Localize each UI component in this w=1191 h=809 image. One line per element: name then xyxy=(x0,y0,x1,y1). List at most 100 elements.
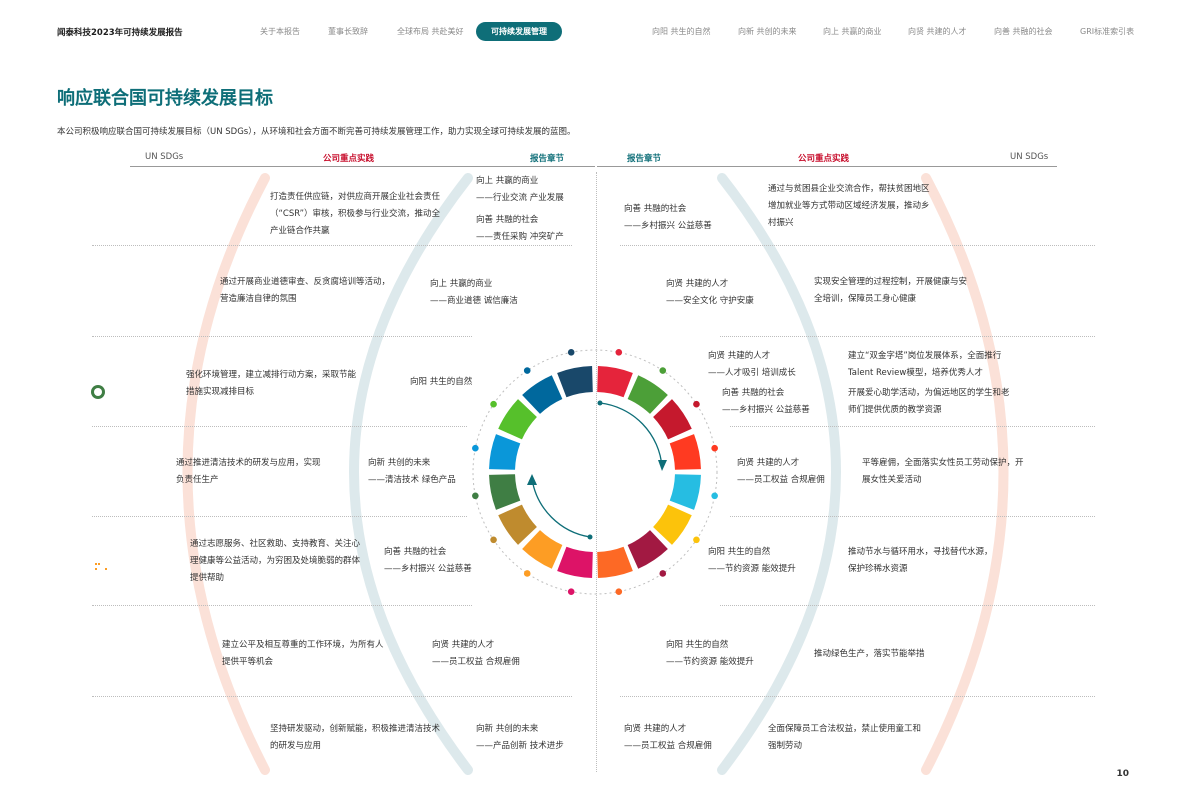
sdg-label: 减少不平等 xyxy=(113,631,137,636)
infinity-icon xyxy=(70,473,100,489)
wheel-dot xyxy=(693,536,700,544)
wheel-segment xyxy=(489,474,521,510)
top-navigation: 闻泰科技2023年可持续发展报告 关于本报告 董事长致辞 全球布局 共赴美好 可… xyxy=(0,0,1191,56)
eye-globe-icon xyxy=(83,385,113,399)
chapter-line: ——节约资源 能效提升 xyxy=(708,564,796,574)
wheel-dot xyxy=(490,400,497,408)
practice-text-sdg6: 推动节水与循环用水，寻找替代水源，保护珍稀水资源 xyxy=(848,547,993,574)
water-drop-icon xyxy=(1079,557,1105,585)
row-divider xyxy=(730,516,1095,517)
practice-text-sdg10: 建立公平及相互尊重的工作环境，为所有人提供平等机会 xyxy=(222,640,384,667)
practice-text-sdg17: 打造责任供应链，对供应商开展企业社会责任（“CSR”）审核，积极参与行业交流，推… xyxy=(270,192,441,236)
nav-nature[interactable]: 向阳 共生的自然 xyxy=(652,27,711,36)
practice-text-sdg8: 全面保障员工合法权益，禁止使用童工和强制劳动 xyxy=(768,724,922,751)
wheel-dot xyxy=(659,367,667,374)
chapter-line: 向善 共融的社会 xyxy=(384,547,447,557)
chapter-ref-sdg5: 向贤 共建的人才 ——员工权益 合规雇佣 xyxy=(737,455,825,489)
wheel-segment xyxy=(522,375,563,414)
sdg-number: 5 xyxy=(1081,448,1091,464)
chapter-line: 向新 共创的未来 xyxy=(368,458,431,468)
wheel-segment xyxy=(557,366,593,398)
row-divider xyxy=(720,605,1095,606)
wheel-segment xyxy=(498,399,537,440)
chapter-line: ——商业道德 诚信廉洁 xyxy=(430,296,518,306)
chapter-line: ——乡村振兴 公益慈善 xyxy=(722,405,810,415)
chapter-line: 向上 共赢的商业 xyxy=(430,279,493,289)
wheel-dot xyxy=(523,367,531,374)
sdg-label: 和平、正义与强大机构 xyxy=(113,269,147,280)
chapter-line: 向新 共创的未来 xyxy=(476,724,539,734)
wheel-dot xyxy=(615,349,623,356)
nav-gri-index[interactable]: GRI标准索引表 xyxy=(1080,27,1135,36)
gender-equality-icon xyxy=(1093,465,1118,496)
chapter-line: 向善 共融的社会 xyxy=(624,204,687,214)
chapter-line: 向贤 共建的人才 xyxy=(432,640,495,650)
chapter-line: 向贤 共建的人才 xyxy=(737,458,800,468)
chapter-line: ——乡村振兴 公益慈善 xyxy=(624,221,712,231)
page-title: 响应联合国可持续发展目标 xyxy=(57,88,273,109)
heartbeat-icon xyxy=(1054,291,1087,310)
nav-sustainability-management[interactable]: 可持续发展管理 xyxy=(476,22,562,41)
sdg-label: 可持续城市和社区 xyxy=(91,538,125,549)
column-un-sdgs-right: UN SDGs xyxy=(1010,152,1049,162)
sdg-label: 优质教育 xyxy=(1085,360,1105,365)
sdg-number: 16 xyxy=(96,268,116,284)
row-divider xyxy=(92,516,467,517)
sdg-7-tile: 7 经济适用的清洁能源 xyxy=(1042,627,1098,683)
row-divider xyxy=(92,605,472,606)
chapter-line: 向阳 共生的自然 xyxy=(666,640,729,650)
practice-text-sdg9: 坚持研发驱动，创新赋能，积极推进清洁技术的研发与应用 xyxy=(270,724,441,751)
nav-about-report[interactable]: 关于本报告 xyxy=(260,27,300,36)
chapter-ref-sdg6: 向阳 共生的自然 ——节约资源 能效提升 xyxy=(708,544,796,578)
sdg-label: 促进目标实现的伙伴关系 xyxy=(154,182,188,193)
wheel-segment xyxy=(669,434,701,470)
wheel-segment xyxy=(627,530,668,569)
growth-chart-icon xyxy=(1015,733,1043,761)
header-rule-right xyxy=(597,166,1057,167)
practice-text-sdg13: 强化环境管理，建立减排行动方案，采取节能措施实现减排目标 xyxy=(186,370,357,397)
sdg-number: 11 xyxy=(74,537,94,553)
wheel-segment xyxy=(597,546,633,578)
sdg-label: 清洁饮水和卫生设施 xyxy=(1085,538,1119,549)
book-pencil-icon xyxy=(1077,378,1105,405)
intro-text: 本公司积极响应联合国可持续发展目标（UN SDGs），从环境和社会方面不断完善可… xyxy=(57,127,576,137)
practice-text-sdg1: 通过与贫困县企业交流合作，帮扶贫困地区增加就业等方式带动区域经济发展，推动乡村振… xyxy=(768,184,930,228)
column-un-sdgs-left: UN SDGs xyxy=(145,152,184,162)
chapter-ref-sdg8: 向贤 共建的人才 ——员工权益 合规雇佣 xyxy=(624,721,712,755)
sdg-label: 经济适用的清洁能源 xyxy=(1063,631,1097,642)
sdg-number: 3 xyxy=(1046,268,1056,284)
nav-society[interactable]: 向善 共融的社会 xyxy=(994,27,1053,36)
nav-global-layout[interactable]: 全球布局 共赴美好 xyxy=(397,27,464,36)
chapter-ref-sdg1: 向善 共融的社会 ——乡村振兴 公益慈善 xyxy=(624,201,712,235)
chapter-ref-sdg10: 向贤 共建的人才 ——员工权益 合规雇佣 xyxy=(432,637,520,671)
report-title: 闻泰科技2023年可持续发展报告 xyxy=(57,28,183,38)
nav-future[interactable]: 向新 共创的未来 xyxy=(738,27,797,36)
column-chapter-left: 报告章节 xyxy=(530,154,565,164)
practice-text-sdg5: 平等雇佣，全面落实女性员工劳动保护，开展女性关爱活动 xyxy=(862,458,1024,485)
chapter-line: ——责任采购 冲突矿产 xyxy=(476,232,564,242)
sdg-number: 4 xyxy=(1068,359,1078,375)
row-divider xyxy=(92,245,572,246)
wheel-dot xyxy=(567,588,575,595)
row-divider xyxy=(720,336,1095,337)
column-practice-left: 公司重点实践 xyxy=(323,154,375,164)
sdg-1-tile: 1 无贫穷 xyxy=(1002,178,1058,234)
nav-chairman-message[interactable]: 董事长致辞 xyxy=(328,27,368,36)
chapter-line: ——员工权益 合规雇佣 xyxy=(624,741,712,751)
sdg-label: 气候行动 xyxy=(91,360,111,365)
wheel-segment xyxy=(669,474,701,510)
wheel-dot xyxy=(523,570,531,577)
chapter-line: 向阳 共生的自然 xyxy=(410,377,473,387)
sdg-16-tile: 16 和平、正义与强大机构 xyxy=(92,265,148,321)
row-divider xyxy=(92,696,572,697)
row-divider xyxy=(730,426,1095,427)
wheel-segment xyxy=(597,366,633,398)
wheel-dot xyxy=(490,536,497,544)
row-divider xyxy=(92,426,467,427)
header-rule-left xyxy=(130,166,595,167)
chapter-ref-sdg11: 向善 共融的社会 ——乡村振兴 公益慈善 xyxy=(384,544,472,578)
nav-business[interactable]: 向上 共赢的商业 xyxy=(823,27,882,36)
practice-text-sdg7: 推动绿色生产，落实节能举措 xyxy=(814,649,925,659)
nav-talent[interactable]: 向贤 共建的人才 xyxy=(908,27,967,36)
cubes-icon xyxy=(145,732,177,762)
